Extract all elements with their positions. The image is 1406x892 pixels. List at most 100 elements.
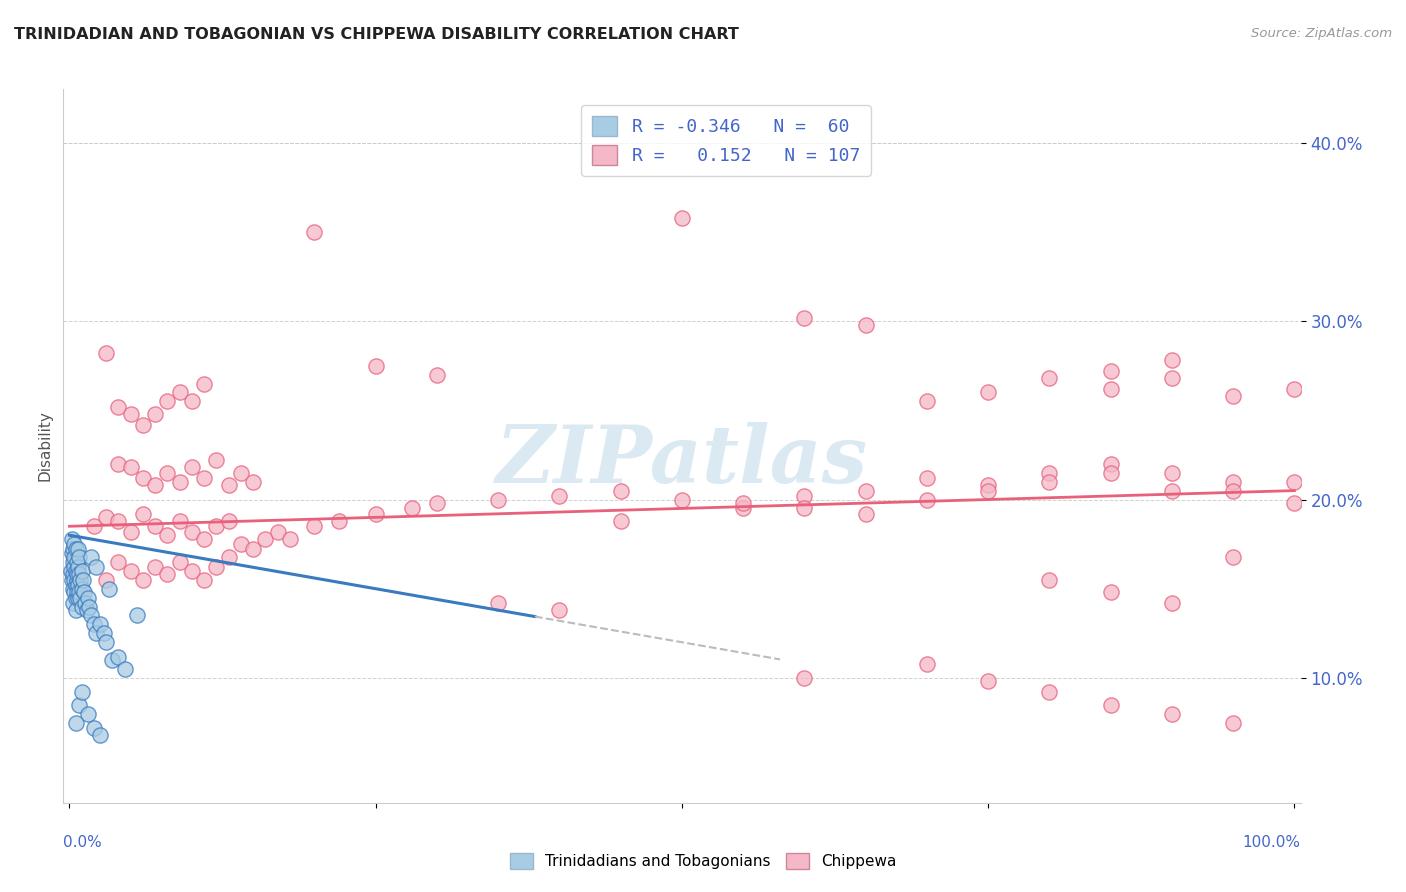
Point bbox=[97, 582, 120, 596]
Point bbox=[65, 578, 87, 592]
Point bbox=[86, 560, 108, 574]
Point bbox=[65, 564, 87, 578]
Point bbox=[70, 599, 93, 614]
Point bbox=[62, 596, 84, 610]
Point bbox=[114, 662, 136, 676]
Point bbox=[107, 457, 129, 471]
Point bbox=[76, 603, 98, 617]
Point bbox=[1222, 389, 1244, 403]
Point bbox=[1099, 382, 1122, 396]
Point bbox=[733, 501, 755, 516]
Point bbox=[132, 417, 155, 432]
Point bbox=[1099, 364, 1122, 378]
Point bbox=[80, 608, 103, 623]
Point bbox=[1038, 466, 1060, 480]
Point bbox=[609, 514, 631, 528]
Point bbox=[266, 524, 288, 539]
Point bbox=[218, 478, 240, 492]
Point bbox=[229, 537, 252, 551]
Point bbox=[132, 573, 155, 587]
Point bbox=[156, 466, 179, 480]
Point bbox=[132, 471, 155, 485]
Point bbox=[169, 514, 191, 528]
Point bbox=[180, 524, 202, 539]
Point bbox=[93, 626, 115, 640]
Point bbox=[426, 368, 449, 382]
Point bbox=[1284, 475, 1306, 489]
Point bbox=[62, 542, 84, 557]
Point bbox=[83, 721, 105, 735]
Legend: R = -0.346   N =  60, R =   0.152   N = 107: R = -0.346 N = 60, R = 0.152 N = 107 bbox=[581, 105, 870, 176]
Point bbox=[73, 585, 96, 599]
Point bbox=[793, 501, 815, 516]
Point bbox=[977, 483, 1000, 498]
Point bbox=[242, 475, 264, 489]
Point bbox=[125, 608, 148, 623]
Point bbox=[62, 582, 84, 596]
Point bbox=[63, 560, 86, 574]
Point bbox=[218, 514, 240, 528]
Point bbox=[548, 489, 571, 503]
Point bbox=[66, 567, 89, 582]
Point bbox=[94, 573, 117, 587]
Point bbox=[69, 573, 91, 587]
Point bbox=[70, 582, 93, 596]
Text: 0.0%: 0.0% bbox=[63, 836, 103, 850]
Point bbox=[1284, 382, 1306, 396]
Point bbox=[67, 549, 90, 564]
Point bbox=[915, 492, 938, 507]
Point bbox=[278, 532, 301, 546]
Point bbox=[180, 394, 202, 409]
Point bbox=[855, 507, 877, 521]
Point bbox=[1161, 483, 1184, 498]
Point bbox=[120, 564, 142, 578]
Point bbox=[66, 573, 89, 587]
Point bbox=[1161, 596, 1184, 610]
Point bbox=[60, 546, 83, 560]
Point bbox=[65, 715, 87, 730]
Point bbox=[733, 496, 755, 510]
Point bbox=[59, 564, 82, 578]
Point bbox=[793, 489, 815, 503]
Point bbox=[70, 564, 93, 578]
Point bbox=[94, 510, 117, 524]
Legend: Trinidadians and Tobagonians, Chippewa: Trinidadians and Tobagonians, Chippewa bbox=[503, 847, 903, 875]
Point bbox=[63, 585, 86, 599]
Point bbox=[169, 385, 191, 400]
Point bbox=[107, 649, 129, 664]
Point bbox=[156, 528, 179, 542]
Point bbox=[304, 519, 326, 533]
Point bbox=[1161, 466, 1184, 480]
Point bbox=[1099, 457, 1122, 471]
Point bbox=[205, 519, 228, 533]
Point bbox=[671, 492, 693, 507]
Point bbox=[1284, 496, 1306, 510]
Point bbox=[193, 532, 215, 546]
Text: Source: ZipAtlas.com: Source: ZipAtlas.com bbox=[1251, 27, 1392, 40]
Point bbox=[304, 225, 326, 239]
Point bbox=[77, 599, 100, 614]
Point bbox=[977, 385, 1000, 400]
Point bbox=[1038, 475, 1060, 489]
Text: TRINIDADIAN AND TOBAGONIAN VS CHIPPEWA DISABILITY CORRELATION CHART: TRINIDADIAN AND TOBAGONIAN VS CHIPPEWA D… bbox=[14, 27, 740, 42]
Point bbox=[60, 573, 83, 587]
Point bbox=[65, 591, 87, 605]
Point bbox=[66, 542, 89, 557]
Point bbox=[76, 591, 98, 605]
Point bbox=[89, 617, 111, 632]
Point bbox=[86, 626, 108, 640]
Point bbox=[80, 549, 103, 564]
Point bbox=[143, 478, 166, 492]
Point bbox=[143, 560, 166, 574]
Point bbox=[156, 394, 179, 409]
Point bbox=[229, 466, 252, 480]
Point bbox=[671, 211, 693, 225]
Point bbox=[977, 478, 1000, 492]
Point bbox=[364, 507, 387, 521]
Point bbox=[1222, 475, 1244, 489]
Point bbox=[156, 567, 179, 582]
Point bbox=[66, 555, 89, 569]
Point bbox=[65, 542, 87, 557]
Point bbox=[169, 475, 191, 489]
Point bbox=[426, 496, 449, 510]
